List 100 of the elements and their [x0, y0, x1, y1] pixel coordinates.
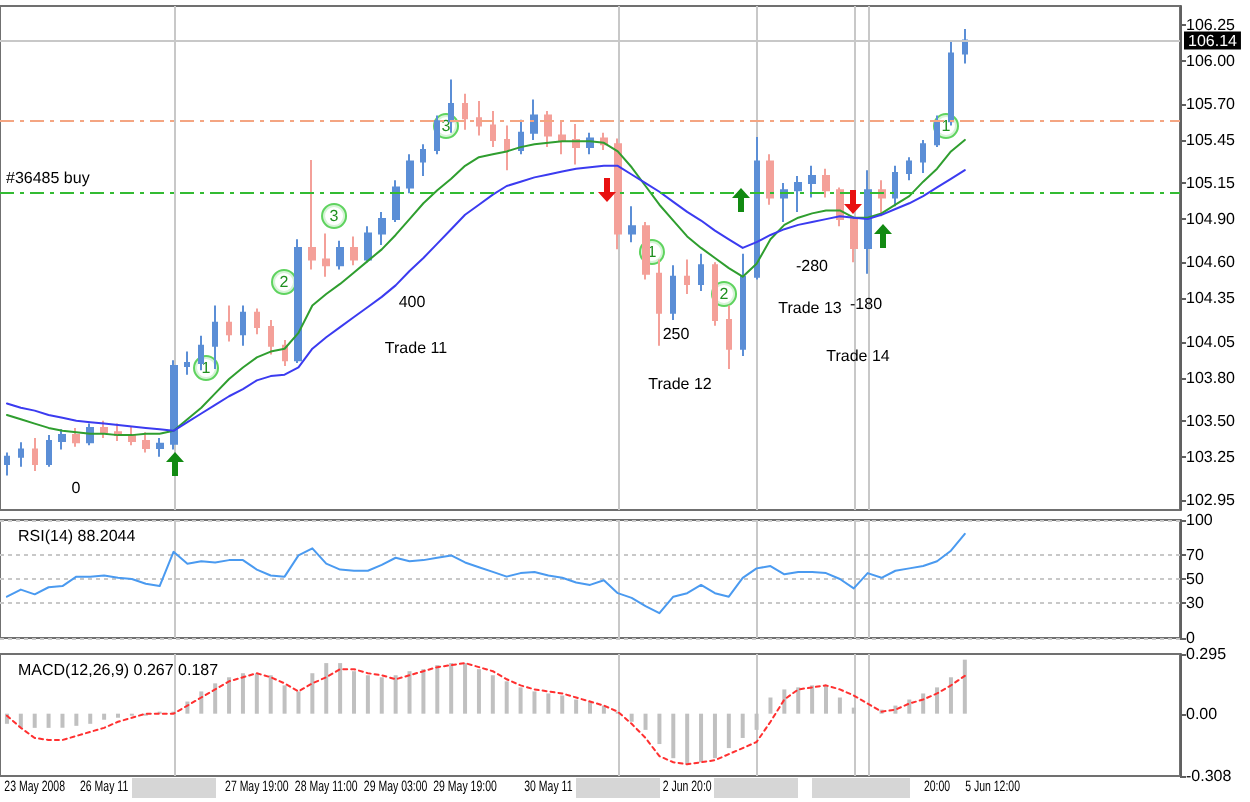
bar — [921, 693, 926, 714]
candlestick — [642, 221, 650, 281]
candlestick — [268, 318, 274, 356]
annotation: 250 — [662, 325, 691, 343]
bar — [324, 663, 329, 714]
bar — [935, 687, 940, 714]
candlestick — [212, 304, 218, 370]
candlestick — [544, 110, 552, 149]
bar — [560, 695, 565, 714]
y-tick-label: 105.45 — [1186, 130, 1237, 149]
candlestick — [170, 359, 178, 451]
candlestick — [698, 252, 704, 293]
candlestick — [322, 232, 330, 278]
candlestick — [628, 205, 636, 244]
candlestick — [184, 350, 190, 376]
bar — [365, 675, 370, 714]
candlestick — [754, 136, 760, 281]
candlestick — [4, 451, 10, 477]
annotation: -280 — [795, 257, 830, 276]
candlestick — [712, 261, 718, 327]
bar — [546, 693, 551, 714]
candlestick — [906, 156, 912, 182]
candlestick — [794, 174, 802, 213]
bar — [574, 699, 579, 714]
y-tick-label: 0 — [1186, 629, 1196, 647]
y-tick-label: -0.308 — [1186, 767, 1233, 785]
candlestick — [740, 252, 746, 357]
candlestick — [920, 138, 926, 175]
annotation: 0 — [71, 478, 82, 497]
annotation: 2 — [279, 272, 290, 291]
bar — [490, 675, 495, 714]
y-tick-label: 102.95 — [1186, 490, 1237, 509]
y-tick-label: 104.90 — [1186, 210, 1237, 229]
bar — [60, 713, 65, 728]
bar — [310, 673, 315, 714]
bar — [282, 685, 287, 714]
y-tick-label: 0.00 — [1186, 704, 1219, 723]
candlestick — [490, 110, 496, 149]
bar — [518, 687, 523, 714]
y-tick-label: 103.80 — [1186, 368, 1237, 387]
bar — [768, 697, 773, 714]
y-tick-label: 104.35 — [1186, 289, 1237, 308]
candlestick — [962, 28, 968, 65]
candlestick — [378, 210, 386, 247]
bar — [254, 673, 259, 714]
candlestick — [462, 92, 468, 131]
candlestick — [240, 304, 246, 347]
candlestick — [558, 120, 566, 156]
candlestick — [142, 431, 150, 454]
candlestick — [518, 118, 524, 156]
candlestick — [32, 437, 38, 473]
candlestick — [336, 239, 344, 271]
bar — [588, 701, 592, 714]
candlestick — [614, 137, 622, 251]
bar — [782, 689, 787, 714]
candlestick — [530, 98, 538, 141]
bar — [629, 713, 634, 722]
bar — [46, 713, 51, 728]
annotation: Trade 14 — [826, 346, 891, 365]
candlestick — [364, 225, 372, 264]
candlestick — [822, 167, 830, 199]
bar — [352, 671, 356, 714]
annotation: Trade 13 — [778, 299, 843, 317]
y-tick-label: 103.25 — [1186, 447, 1237, 466]
bar — [240, 673, 245, 714]
y-tick-label: 100 — [1186, 511, 1214, 529]
annotation: -180 — [849, 295, 884, 314]
annotation: 2 — [719, 284, 730, 303]
candlestick — [670, 264, 676, 321]
candlestick — [254, 307, 260, 336]
line-series — [5, 662, 966, 766]
bar — [810, 685, 815, 714]
bar — [671, 713, 676, 759]
candlestick — [18, 441, 24, 468]
annotation: 3 — [329, 207, 340, 226]
bar — [407, 671, 412, 714]
candlestick — [392, 179, 400, 223]
ref-line-label: #36485 buy — [6, 168, 90, 187]
bar — [476, 669, 481, 714]
candlestick — [448, 78, 454, 134]
candlestick — [766, 153, 774, 206]
candlestick — [476, 100, 482, 137]
bar — [962, 659, 967, 714]
bar — [907, 699, 912, 714]
bar — [88, 713, 93, 724]
candlestick — [58, 428, 66, 451]
candlestick — [294, 238, 302, 365]
candlestick — [226, 304, 232, 343]
y-tick-label: 104.05 — [1186, 332, 1237, 351]
bar — [338, 663, 343, 714]
candlestick — [656, 258, 662, 347]
chart-title: MACD(12,26,9) 0.267 0.187 — [18, 661, 220, 679]
candlestick — [128, 425, 136, 447]
candlestick — [864, 169, 872, 275]
bar — [268, 675, 273, 714]
candlestick — [934, 114, 940, 149]
y-tick-label: 70 — [1186, 546, 1205, 565]
line-series — [5, 532, 966, 615]
ref-line-label: 106.14 — [1188, 31, 1239, 50]
bar — [699, 713, 704, 763]
